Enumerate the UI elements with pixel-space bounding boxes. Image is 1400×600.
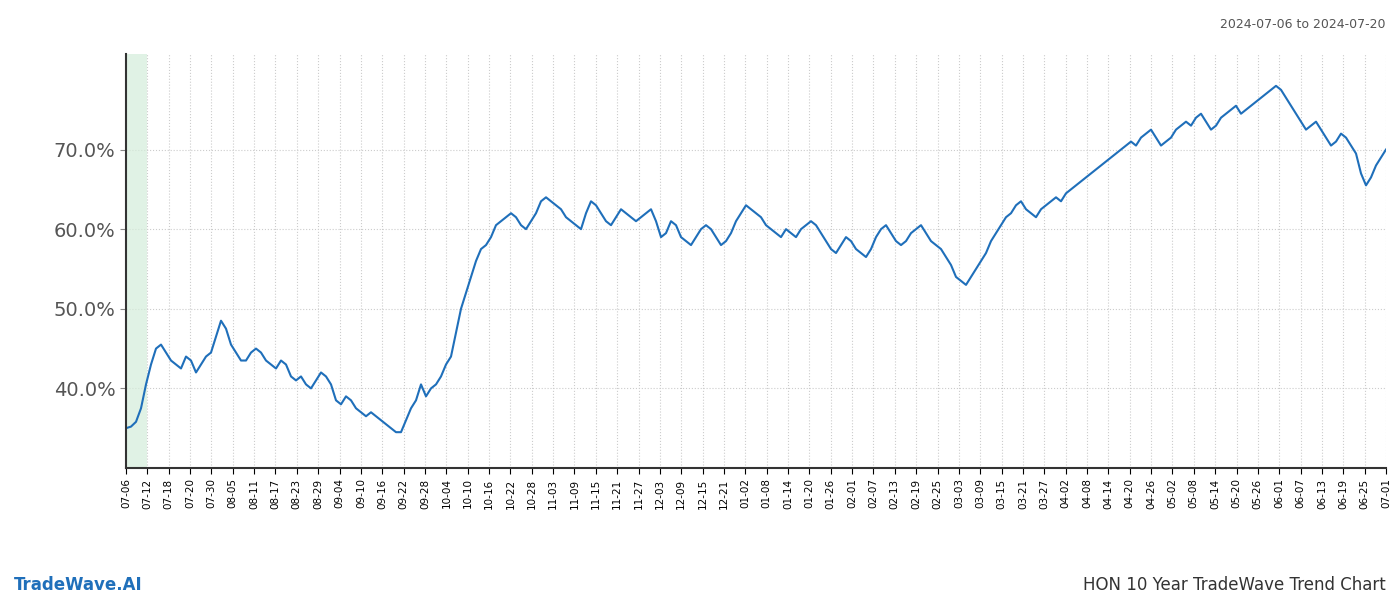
Text: TradeWave.AI: TradeWave.AI <box>14 576 143 594</box>
Text: 2024-07-06 to 2024-07-20: 2024-07-06 to 2024-07-20 <box>1221 18 1386 31</box>
Bar <box>126 54 147 468</box>
Text: HON 10 Year TradeWave Trend Chart: HON 10 Year TradeWave Trend Chart <box>1084 576 1386 594</box>
